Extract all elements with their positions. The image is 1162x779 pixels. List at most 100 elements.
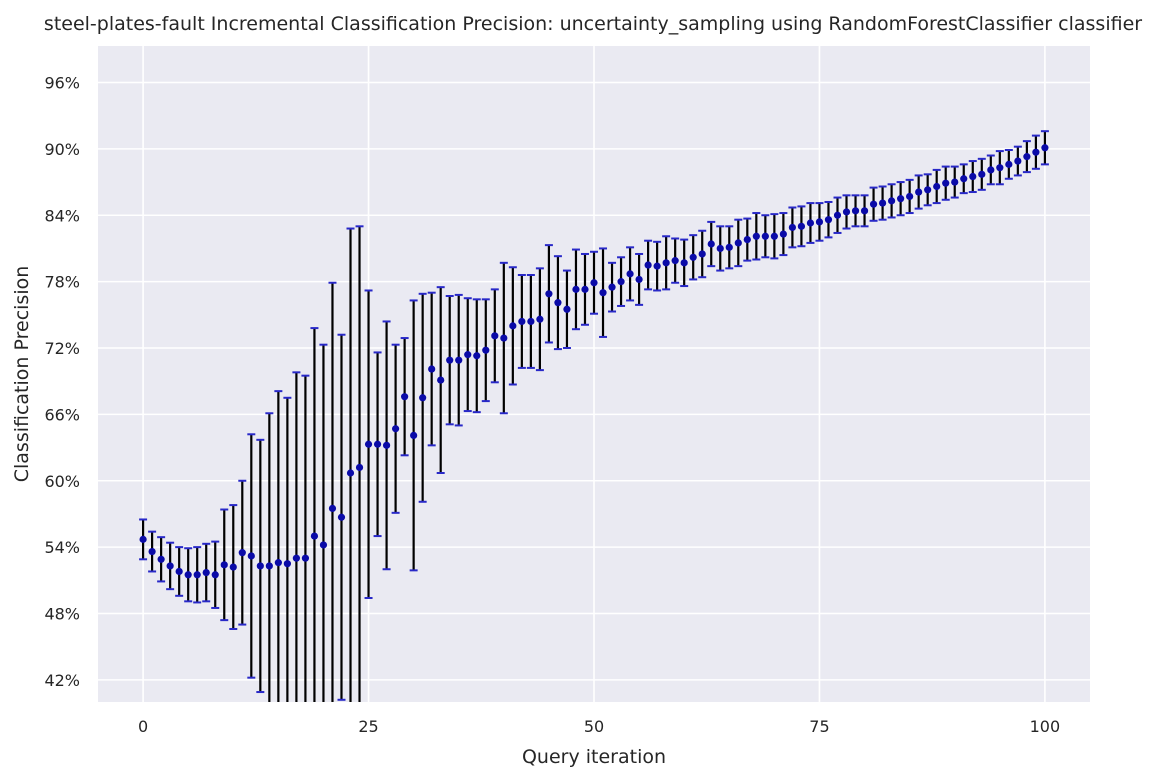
y-tick-label: 66%: [44, 405, 80, 424]
data-point: [824, 216, 833, 224]
data-point: [536, 315, 544, 323]
data-point: [960, 175, 968, 183]
data-point: [888, 197, 896, 205]
data-point: [770, 232, 778, 240]
data-point: [482, 346, 490, 354]
data-point: [509, 322, 517, 330]
x-tick-label: 75: [809, 717, 829, 736]
data-point: [608, 283, 616, 291]
x-tick-label: 25: [358, 717, 378, 736]
y-tick-label: 60%: [44, 472, 80, 491]
data-point: [392, 425, 400, 433]
data-point: [942, 179, 950, 187]
data-point: [500, 334, 508, 342]
data-point: [310, 532, 319, 540]
data-point: [644, 261, 652, 269]
data-point: [590, 279, 598, 287]
data-point: [410, 431, 418, 439]
data-point: [1032, 148, 1040, 156]
data-point: [1041, 144, 1049, 152]
data-point: [265, 562, 273, 570]
data-point: [924, 186, 932, 194]
data-point: [581, 285, 589, 293]
data-point: [779, 230, 787, 238]
data-point: [157, 555, 165, 563]
data-point: [518, 317, 526, 326]
data-point: [978, 170, 986, 178]
data-point: [572, 285, 580, 293]
y-tick-label: 96%: [44, 74, 80, 93]
y-tick-labels: 42% 48% 54% 60% 66% 72% 78% 84% 90% 96%: [44, 74, 80, 690]
y-tick-label: 42%: [44, 671, 80, 690]
x-tick-labels: 0 25 50 75 100: [138, 717, 1060, 736]
data-point: [1023, 153, 1031, 161]
x-tick-label: 0: [138, 717, 148, 736]
data-point: [527, 317, 535, 326]
data-point: [211, 571, 219, 579]
data-point: [689, 253, 697, 261]
data-point: [815, 218, 824, 226]
data-point: [274, 559, 282, 567]
data-point: [220, 561, 228, 569]
data-point: [626, 270, 634, 278]
data-point: [355, 463, 364, 472]
data-point: [256, 562, 264, 570]
data-point: [473, 352, 481, 360]
data-point: [446, 356, 454, 364]
data-point: [382, 441, 391, 449]
data-point: [761, 232, 769, 240]
data-point: [554, 299, 562, 307]
data-point: [301, 554, 310, 562]
data-point: [563, 305, 571, 313]
y-tick-label: 54%: [44, 538, 80, 557]
data-point: [491, 332, 499, 340]
data-point: [184, 571, 192, 579]
x-axis-label: Query iteration: [522, 746, 666, 768]
data-point: [897, 195, 905, 203]
x-tick-label: 100: [1030, 717, 1061, 736]
data-points: [139, 144, 1049, 579]
data-point: [292, 554, 300, 562]
data-point: [364, 440, 373, 448]
y-tick-label: 90%: [44, 140, 80, 159]
data-point: [328, 504, 337, 513]
data-point: [833, 211, 842, 219]
data-point: [725, 243, 733, 251]
y-gridlines: [98, 81, 1090, 681]
data-point: [148, 547, 156, 556]
chart-title: steel-plates-fault Incremental Classific…: [44, 13, 1142, 35]
data-point: [878, 199, 887, 207]
data-point: [455, 356, 463, 364]
data-point: [1014, 157, 1022, 165]
data-point: [951, 178, 959, 186]
data-point: [933, 182, 941, 191]
data-point: [202, 568, 210, 577]
data-point: [869, 200, 878, 208]
data-point: [698, 250, 706, 258]
data-point: [247, 552, 255, 560]
data-point: [797, 222, 806, 230]
data-point: [680, 259, 688, 267]
data-point: [915, 188, 923, 196]
data-point: [743, 235, 751, 244]
data-point: [806, 219, 815, 227]
data-point: [464, 351, 472, 359]
data-point: [752, 232, 760, 240]
data-point: [599, 289, 607, 297]
data-point: [996, 164, 1004, 172]
data-point: [662, 259, 670, 267]
y-tick-label: 84%: [44, 206, 80, 225]
y-axis-label: Classification Precision: [11, 266, 33, 483]
data-point: [860, 207, 869, 215]
data-point: [229, 563, 237, 571]
data-point: [851, 207, 860, 215]
data-point: [716, 244, 724, 253]
data-point: [238, 549, 246, 557]
y-tick-label: 78%: [44, 273, 80, 292]
data-point: [617, 278, 625, 286]
data-point: [419, 394, 427, 402]
y-tick-label: 48%: [44, 605, 80, 624]
data-point: [734, 239, 742, 247]
x-tick-label: 50: [584, 717, 604, 736]
data-point: [545, 290, 553, 298]
